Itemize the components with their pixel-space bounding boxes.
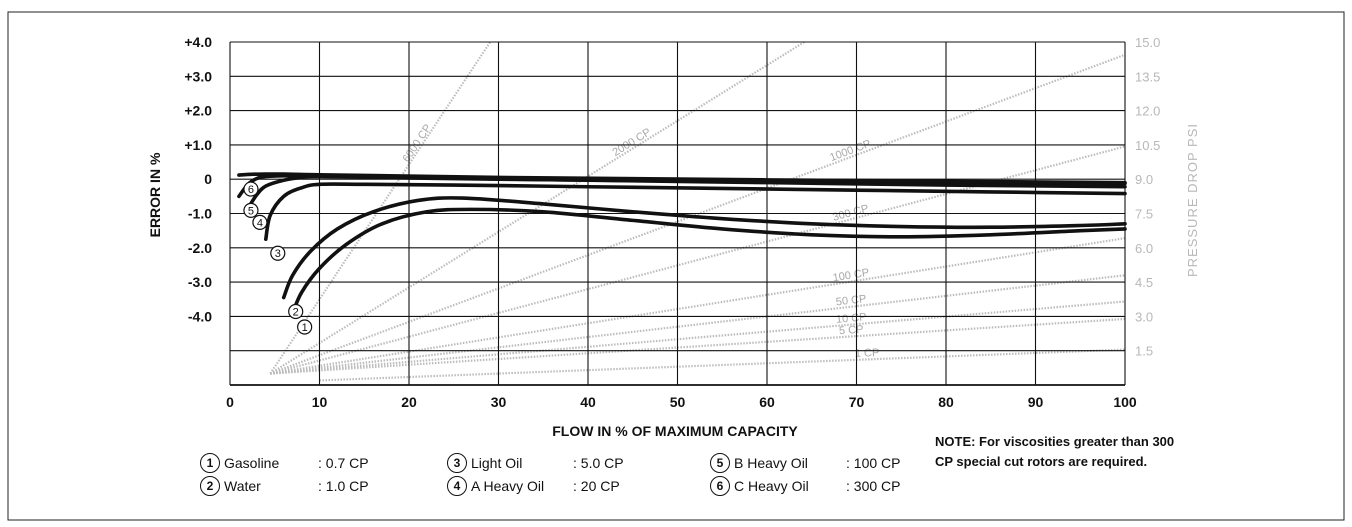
series-marker-label: 2 <box>293 307 299 319</box>
x-axis-title: FLOW IN % OF MAXIMUM CAPACITY <box>552 423 798 439</box>
legend-item: 2 Water : 1.0 CP <box>200 476 369 496</box>
legend-name: B Heavy Oil <box>734 455 808 471</box>
y-tick-label: -3.0 <box>188 274 212 290</box>
viscosity-line-label: 1 CP <box>855 347 880 360</box>
series-marker-label: 4 <box>257 217 263 229</box>
viscosity-line-label: 1000 CP <box>828 138 872 164</box>
viscosity-line-label: 100 CP <box>832 267 870 285</box>
x-tick-label: 0 <box>226 394 234 410</box>
series-marker-label: 1 <box>302 322 308 334</box>
y2-tick-label: 7.5 <box>1135 207 1153 222</box>
viscosity-line-label: 5 CP <box>839 324 864 338</box>
y-tick-label: +2.0 <box>184 103 212 119</box>
viscosity-line <box>269 145 1126 375</box>
y2-tick-label: 15.0 <box>1135 35 1160 50</box>
y-tick-label: +3.0 <box>184 68 212 84</box>
viscosity-line-label: 2000 CP <box>610 126 653 159</box>
viscosity-line-label: 6000 CP <box>401 122 435 164</box>
y-tick-label: -2.0 <box>188 240 212 256</box>
legend-viscosity: : 0.7 CP <box>318 455 369 471</box>
y2-tick-label: 9.0 <box>1135 172 1153 187</box>
series-marker-label: 3 <box>275 248 281 260</box>
figure-border <box>7 11 1345 521</box>
y2-tick-label: 13.5 <box>1135 69 1160 84</box>
series-line-1 <box>290 207 1127 315</box>
legend-name: Water <box>224 478 261 494</box>
x-tick-label: 50 <box>670 394 686 410</box>
viscosity-line-label: 10 CP <box>835 311 866 326</box>
y2-tick-label: 6.0 <box>1135 241 1153 256</box>
x-tick-label: 10 <box>312 394 328 410</box>
viscosity-line <box>269 53 1126 375</box>
y2-tick-label: 10.5 <box>1135 138 1160 153</box>
legend-viscosity: : 100 CP <box>846 455 901 471</box>
series-line-2 <box>281 196 1127 300</box>
viscosity-line <box>319 348 1126 382</box>
y-tick-label: +1.0 <box>184 137 212 153</box>
series-marker-label: 5 <box>248 205 254 217</box>
legend-marker: 6 <box>710 476 730 496</box>
x-tick-label: 60 <box>759 394 775 410</box>
series-line-3 <box>264 182 1127 242</box>
series-marker-3 <box>270 245 286 261</box>
legend-marker: 4 <box>447 476 467 496</box>
series-marker-5 <box>243 202 259 218</box>
x-tick-label: 40 <box>580 394 596 410</box>
y-tick-label: 0 <box>204 171 212 187</box>
viscosity-line-label: 50 CP <box>835 293 867 308</box>
viscosity-line <box>270 274 1126 375</box>
y2-tick-label: 12.0 <box>1135 104 1160 119</box>
legend-item: 1 Gasoline : 0.7 CP <box>200 453 369 473</box>
viscosity-line <box>270 300 1126 375</box>
legend-viscosity: : 300 CP <box>846 478 901 494</box>
series-marker-1 <box>297 319 313 335</box>
x-tick-label: 70 <box>849 394 865 410</box>
series-marker-2 <box>288 303 304 320</box>
x-tick-label: 90 <box>1028 394 1044 410</box>
legend-viscosity: : 20 CP <box>573 478 620 494</box>
series-marker-label: 6 <box>248 184 254 196</box>
legend-name: C Heavy Oil <box>734 478 809 494</box>
series-marker-6 <box>243 181 259 197</box>
legend-viscosity: : 5.0 CP <box>573 455 624 471</box>
y2-tick-label: 4.5 <box>1135 275 1153 290</box>
y-axis-title: ERROR IN % <box>147 152 163 237</box>
y-tick-label: -1.0 <box>188 206 212 222</box>
x-tick-label: 30 <box>491 394 507 410</box>
series-line-6 <box>237 172 1127 185</box>
y2-tick-label: 3.0 <box>1135 309 1153 324</box>
legend-marker: 3 <box>447 453 467 473</box>
x-tick-label: 20 <box>401 394 417 410</box>
y-tick-label: +4.0 <box>184 34 212 50</box>
viscosity-line <box>269 41 805 375</box>
x-tick-label: 80 <box>938 394 954 410</box>
legend-name: A Heavy Oil <box>471 478 545 494</box>
legend-marker: 1 <box>200 453 220 473</box>
x-tick-label: 100 <box>1113 394 1137 410</box>
y2-axis-title: PRESSURE DROP PSI <box>1185 123 1200 277</box>
legend-item: 3 Light Oil : 5.0 CP <box>447 453 624 473</box>
y2-tick-label: 1.5 <box>1135 344 1153 359</box>
legend-viscosity: : 1.0 CP <box>318 478 369 494</box>
viscosity-line <box>270 237 1126 375</box>
legend-marker: 2 <box>200 476 220 496</box>
series-marker-4 <box>252 214 268 230</box>
legend-marker: 5 <box>710 453 730 473</box>
note-text: NOTE: For viscosities greater than 300 C… <box>935 434 1175 469</box>
legend-name: Light Oil <box>471 455 523 471</box>
legend-name: Gasoline <box>224 455 280 471</box>
y-tick-label: -4.0 <box>188 308 212 324</box>
